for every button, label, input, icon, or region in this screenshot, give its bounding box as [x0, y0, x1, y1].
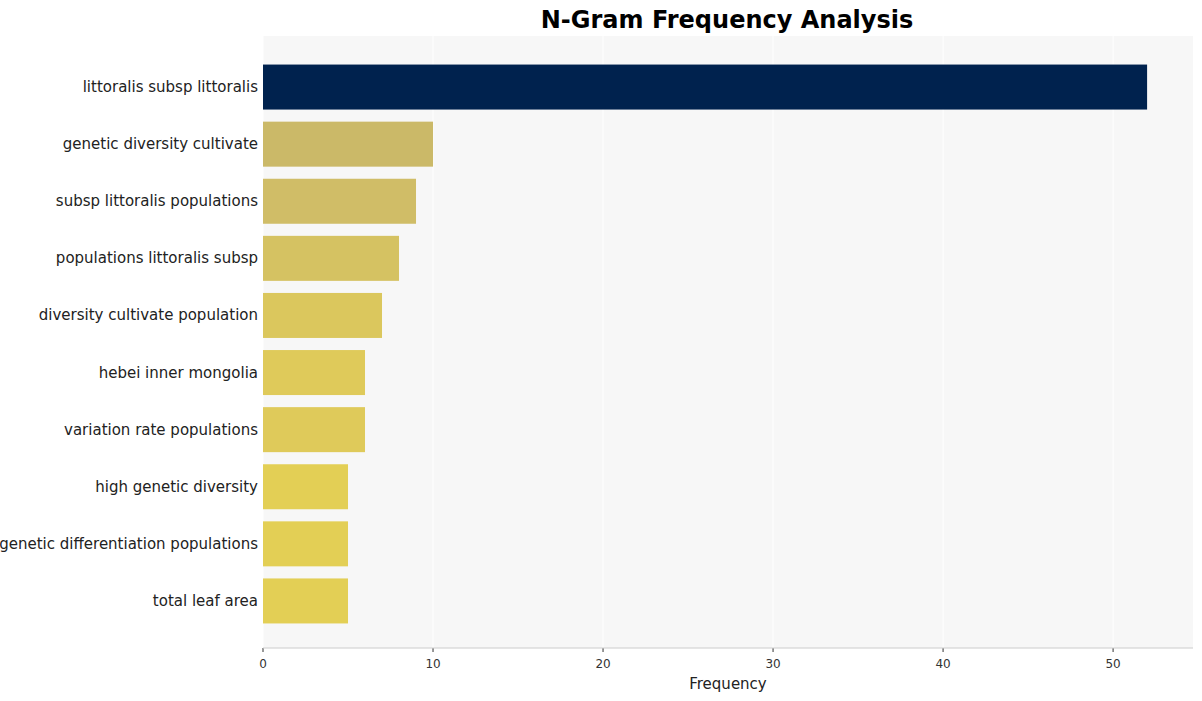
- tick-mark: [773, 648, 774, 652]
- tick-mark: [433, 648, 434, 652]
- grid-line: [773, 36, 774, 648]
- category-label: variation rate populations: [64, 421, 258, 439]
- tick-mark: [263, 648, 264, 652]
- category-label: diversity cultivate population: [39, 306, 258, 324]
- bar: [263, 464, 348, 509]
- category-label: genetic differentiation populations: [0, 535, 258, 553]
- bar: [263, 293, 382, 338]
- title: N-Gram Frequency Analysis: [541, 6, 914, 34]
- category-label: high genetic diversity: [95, 478, 258, 496]
- tick-label: 0: [259, 657, 267, 671]
- tick-label: 10: [425, 657, 440, 671]
- bar: [263, 578, 348, 623]
- bars: [263, 65, 1147, 624]
- category-label: populations littoralis subsp: [56, 249, 258, 267]
- bar: [263, 521, 348, 566]
- tick-mark: [943, 648, 944, 652]
- bar: [263, 407, 365, 452]
- grid-line: [1113, 36, 1114, 648]
- bar: [263, 236, 399, 281]
- plot-background: [263, 36, 1193, 648]
- tick-label: 30: [765, 657, 780, 671]
- chart: 0 10 20 30 40 50 littoralis subsp littoralis ge…: [0, 0, 1202, 701]
- bar: [263, 122, 433, 167]
- bar: [263, 65, 1147, 110]
- bar: [263, 350, 365, 395]
- tick-mark: [1113, 648, 1114, 652]
- grid-line: [603, 36, 604, 648]
- x-axis-label: Frequency: [689, 675, 767, 693]
- tick-mark: [603, 648, 604, 652]
- bar: [263, 179, 416, 224]
- tick-label: 20: [595, 657, 610, 671]
- grid-line: [943, 36, 944, 648]
- x-axis-line: [263, 648, 1193, 649]
- tick-label: 40: [935, 657, 950, 671]
- category-label: genetic diversity cultivate: [63, 135, 258, 153]
- category-label: total leaf area: [153, 592, 258, 610]
- tick-label: 50: [1105, 657, 1120, 671]
- category-label: littoralis subsp littoralis: [83, 78, 258, 96]
- category-label: hebei inner mongolia: [99, 364, 258, 382]
- category-label: subsp littoralis populations: [56, 192, 258, 210]
